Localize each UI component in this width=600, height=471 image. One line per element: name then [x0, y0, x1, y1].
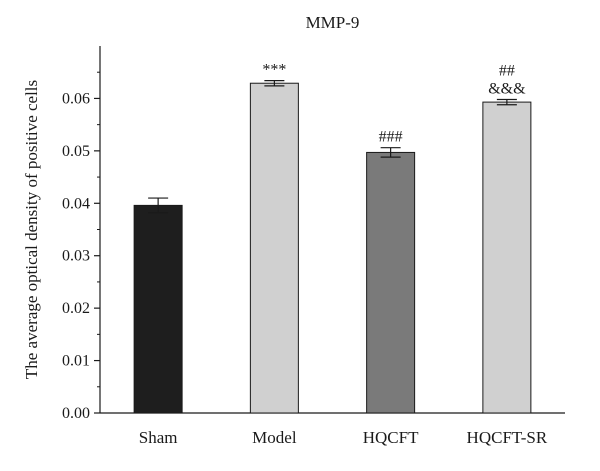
bar-sham: [133, 204, 183, 414]
bar-model: [249, 82, 299, 414]
significance-label: ##: [499, 62, 515, 79]
bar-hqcft-sr: [482, 101, 532, 414]
error-bars: [148, 80, 517, 214]
x-tick-label: Sham: [139, 428, 178, 447]
x-tick-labels: Sham Model HQCFT HQCFT-SR: [139, 428, 548, 447]
chart-title: MMP-9: [306, 13, 360, 32]
y-ticks: 0.00 0.01 0.02 0.03 0.04 0.05 0.06: [62, 71, 100, 422]
significance-annotations: *** ### &&&##: [262, 62, 526, 146]
y-axis-label: The average optical density of positive …: [22, 80, 41, 379]
x-tick-label: HQCFT: [363, 428, 419, 447]
y-tick-label: 0.00: [62, 405, 90, 422]
y-tick-label: 0.05: [62, 143, 90, 160]
significance-label: ***: [262, 62, 286, 79]
x-tick-label: HQCFT-SR: [467, 428, 548, 447]
y-tick-label: 0.03: [62, 248, 90, 265]
significance-label: ###: [379, 129, 403, 146]
x-tick-label: Model: [252, 428, 297, 447]
bar-hqcft: [366, 151, 416, 414]
y-tick-label: 0.06: [62, 90, 90, 107]
bars: [133, 82, 532, 414]
significance-label: &&&: [488, 80, 526, 97]
y-tick-label: 0.01: [62, 353, 90, 370]
y-tick-label: 0.02: [62, 300, 90, 317]
y-tick-label: 0.04: [62, 195, 90, 212]
